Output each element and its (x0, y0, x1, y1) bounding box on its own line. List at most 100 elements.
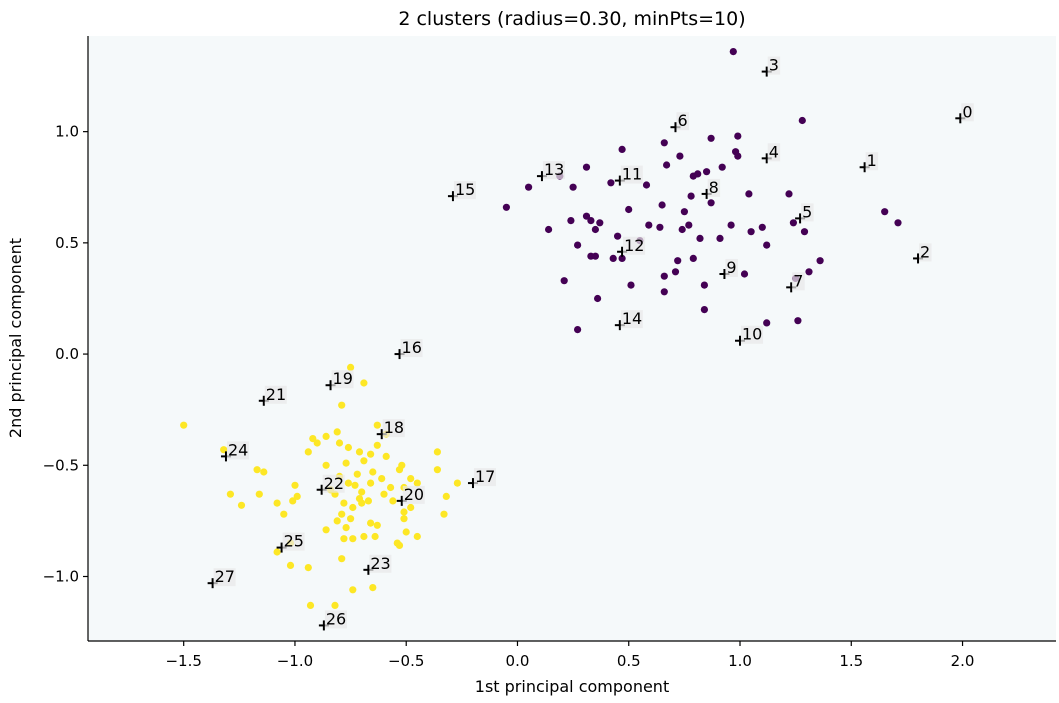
cluster-1-point (413, 532, 421, 541)
annotation-box (961, 103, 974, 122)
cluster-0-point (574, 326, 582, 334)
annotation-box (623, 236, 646, 255)
annotated-point-16: 16 (394, 338, 423, 360)
cluster-0-point (582, 212, 591, 220)
x-tick-label: −1.5 (165, 652, 201, 670)
annotation-box (453, 181, 476, 200)
annotation-box (402, 485, 425, 504)
cluster-0-point (525, 183, 533, 191)
cluster-1-point (331, 601, 339, 610)
y-ticks: −1.0 −0.5 0.0 0.5 1.0 (43, 123, 88, 585)
cluster-1-point (273, 548, 281, 556)
cluster-1-point (322, 526, 330, 534)
cluster-1-point (338, 510, 346, 518)
annotated-point-8: 8 (701, 178, 721, 199)
cluster-0-point (747, 228, 755, 236)
cluster-1-point (306, 601, 315, 610)
annotation-label: 9 (726, 258, 736, 277)
annotated-point-17: 17 (467, 467, 496, 489)
cluster-0-point (734, 132, 742, 140)
cluster-1-point (407, 503, 415, 512)
cluster-1-point (360, 379, 368, 387)
cluster-0-point (789, 219, 798, 227)
annotated-point-19: 19 (325, 369, 354, 391)
cluster-0-point (745, 190, 753, 198)
cluster-1-point (322, 432, 330, 440)
annotated-point-1: 1 (859, 151, 879, 173)
annotation-label: 27 (215, 567, 235, 586)
cluster-1-point (342, 524, 350, 532)
annotated-point-15: 15 (447, 180, 476, 202)
cluster-1-point (400, 515, 408, 523)
cluster-1-point (369, 584, 377, 592)
cluster-0-point (574, 241, 582, 249)
cluster-1-point (382, 452, 390, 460)
cluster-1-point (304, 564, 312, 572)
annotated-point-0: 0 (955, 102, 974, 124)
cluster-0-point (660, 139, 668, 147)
x-tick-label: 1.0 (728, 652, 752, 670)
annotation-box (382, 419, 405, 438)
cluster-0-point (800, 228, 809, 236)
cluster-1-point (237, 501, 246, 509)
annotation-label: 14 (622, 309, 642, 328)
annotated-point-10: 10 (735, 325, 764, 346)
cluster-0-point (671, 268, 680, 276)
cluster-1-point (367, 479, 375, 487)
annotated-point-5: 5 (795, 202, 814, 224)
y-tick-label: −0.5 (43, 456, 79, 474)
annotation-label: 1 (867, 151, 877, 170)
annotated-point-9: 9 (719, 258, 738, 279)
annotation-box (741, 325, 764, 344)
annotation-label: 15 (455, 180, 475, 199)
cluster-0-point (618, 254, 626, 262)
annotation-label: 25 (284, 532, 304, 551)
cluster-1-point (373, 421, 381, 429)
annotated-point-22: 22 (316, 474, 345, 495)
annotated-point-3: 3 (761, 56, 781, 77)
cluster-1-point (344, 479, 352, 487)
annotation-label: 8 (709, 178, 719, 197)
annotated-point-23: 23 (363, 554, 392, 575)
cluster-1-point (442, 492, 450, 500)
cluster-1-point (309, 435, 317, 443)
annotated-point-27: 27 (207, 567, 236, 589)
cluster-1-point (395, 466, 404, 474)
x-tick-label: 0.0 (506, 652, 530, 670)
cluster-0-point (587, 217, 595, 225)
cluster-0-point (567, 217, 575, 225)
y-axis-label: 2nd principal component (6, 238, 25, 438)
cluster-0-point (716, 234, 724, 242)
cluster-0-point (618, 145, 626, 153)
annotation-box (264, 385, 287, 404)
cluster-1-point (364, 497, 372, 505)
annotation-box (282, 532, 305, 551)
annotated-point-12: 12 (617, 236, 646, 257)
cluster-0-point (674, 257, 682, 265)
annotated-point-14: 14 (614, 309, 643, 331)
annotated-point-11: 11 (614, 165, 643, 186)
annotation-box (792, 272, 805, 291)
cluster-1-point (333, 428, 341, 436)
cluster-1-point (433, 466, 441, 474)
cluster-0-point (707, 199, 715, 207)
y-tick-label: 0.5 (55, 234, 79, 252)
cluster-1-point (389, 497, 397, 505)
annotation-label: 12 (624, 236, 644, 255)
annotation-label: 2 (920, 242, 930, 261)
x-tick-label: −0.5 (388, 652, 424, 670)
annotation-label: 17 (475, 467, 495, 486)
cluster-1-point (355, 448, 364, 456)
annotated-point-20: 20 (396, 485, 425, 506)
points-layer (180, 48, 902, 610)
cluster-1-point (335, 439, 344, 447)
cluster-0-point (607, 179, 615, 187)
x-tick-label: 1.5 (839, 652, 863, 670)
annotated-point-26: 26 (318, 609, 347, 631)
cluster-1-point (433, 448, 441, 456)
cluster-0-point (718, 163, 726, 171)
cluster-1-point (180, 421, 188, 429)
cluster-0-point (894, 219, 902, 227)
cluster-1-point (387, 483, 395, 492)
cluster-0-point (560, 277, 568, 285)
